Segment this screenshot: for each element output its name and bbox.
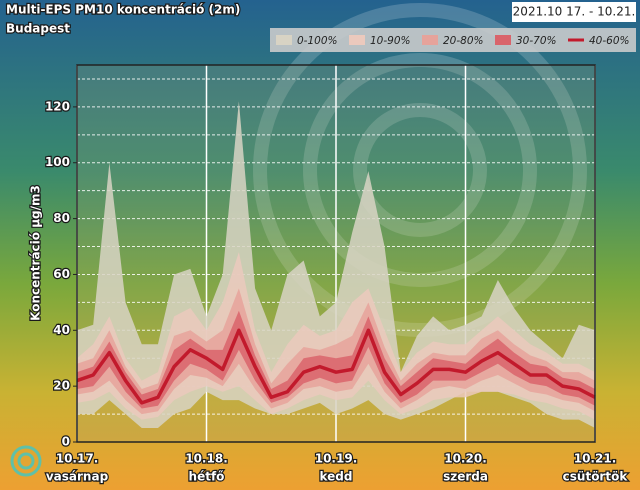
- legend-swatch: [422, 35, 438, 45]
- legend-label: 40-60%: [589, 35, 630, 47]
- legend-label: 10-90%: [370, 35, 411, 47]
- date-box: [512, 2, 636, 22]
- chart-subtitle: Budapest: [6, 22, 70, 36]
- x-tick-label: 10.19.: [315, 452, 358, 466]
- legend-label: 30-70%: [516, 35, 557, 47]
- chart-title: Multi-EPS PM10 koncentráció (2m): [6, 3, 240, 17]
- y-tick-label: 80: [53, 211, 70, 225]
- legend-label: 20-80%: [443, 35, 484, 47]
- logo: [10, 445, 42, 477]
- legend-swatch: [276, 35, 292, 45]
- median-line: [76, 328, 596, 405]
- legend-label: 0-100%: [297, 35, 338, 47]
- y-tick-label: 100: [45, 155, 70, 169]
- weekday-label: hétfő: [189, 470, 225, 484]
- y-axis-label: Koncentráció μg/m3: [29, 185, 43, 321]
- x-tick-label: 10.17.: [56, 452, 99, 466]
- weekday-label: szerda: [443, 470, 488, 484]
- y-tick-label: 20: [53, 379, 70, 393]
- legend-swatch: [349, 35, 365, 45]
- x-tick-label: 10.21.: [574, 452, 617, 466]
- band-area: [77, 310, 595, 409]
- y-tick-label: 0: [62, 435, 70, 449]
- y-tick-label: 60: [53, 267, 70, 281]
- weekday-label: kedd: [320, 470, 353, 484]
- weekday-label: csütörtök: [563, 470, 629, 484]
- weekday-label: vasárnap: [46, 470, 109, 484]
- legend-swatch: [495, 35, 511, 45]
- y-tick-label: 120: [45, 99, 70, 113]
- date-range: 2021.10 17. - 10.21.: [513, 5, 636, 19]
- x-tick-label: 10.18.: [185, 452, 228, 466]
- band-area: [77, 288, 595, 415]
- plot-frame: [76, 64, 596, 443]
- x-tick-label: 10.20.: [444, 452, 487, 466]
- y-tick-label: 40: [53, 323, 70, 337]
